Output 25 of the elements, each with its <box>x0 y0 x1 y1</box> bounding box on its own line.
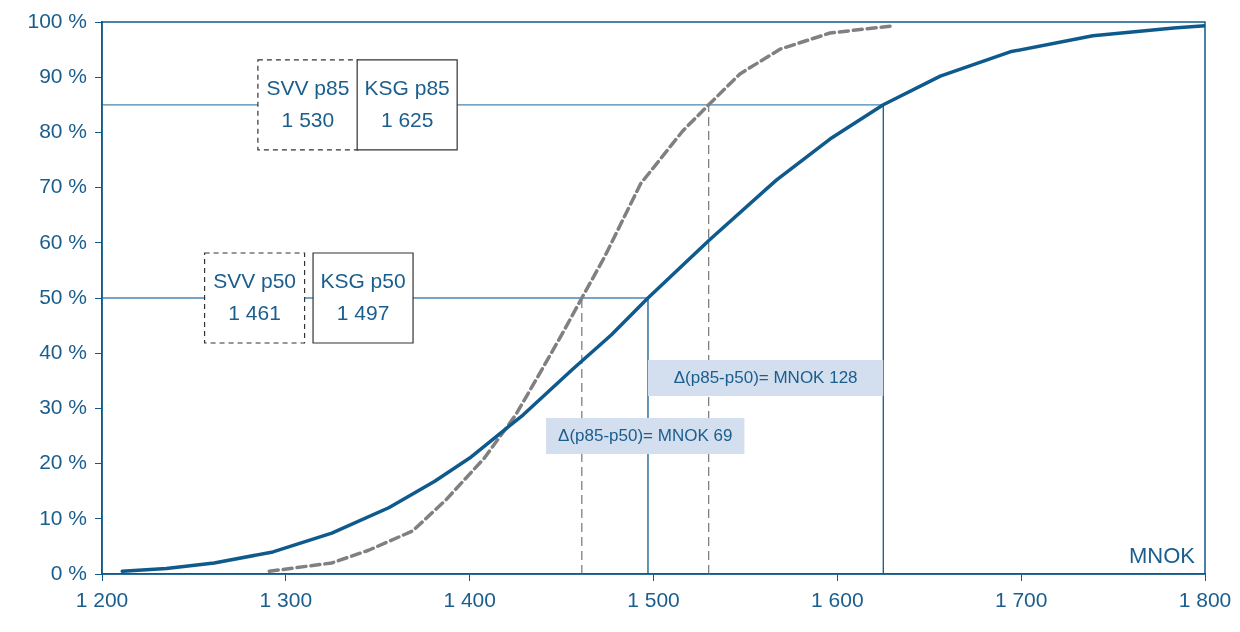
annotation: Δ(p85-p50)= MNOK 128 <box>673 367 858 387</box>
y-tick-label: 60 % <box>39 229 87 253</box>
x-axis-title: MNOK <box>1129 543 1196 569</box>
annotation: Δ(p85-p50)= MNOK 69 <box>558 425 733 445</box>
x-tick-label: 1 600 <box>811 588 864 612</box>
annotation: KSG p50 1 497 <box>320 268 406 324</box>
y-tick-label: 10 % <box>39 505 87 529</box>
y-tick-label: 80 % <box>39 119 87 143</box>
y-tick-label: 100 % <box>27 8 87 32</box>
y-tick-label: 50 % <box>39 284 87 308</box>
y-tick-label: 70 % <box>39 174 87 198</box>
y-tick-label: 40 % <box>39 340 87 363</box>
x-tick-label: 1 700 <box>994 588 1048 612</box>
x-tick-label: 1 400 <box>443 588 496 612</box>
annotation: KSG p85 1 625 <box>364 75 450 131</box>
y-tick-label: 30 % <box>39 395 87 419</box>
x-tick-label: 1 200 <box>75 588 129 612</box>
x-tick-label: 1 300 <box>259 588 313 612</box>
y-tick-label: 20 % <box>39 450 87 474</box>
x-tick-label: 1 800 <box>1178 588 1232 612</box>
annotation: SVV p85 1 530 <box>266 75 350 131</box>
y-tick-label: 90 % <box>39 64 87 87</box>
y-tick-label: 0 % <box>50 560 87 584</box>
annotation: SVV p50 1 461 <box>213 268 297 324</box>
x-tick-label: 1 500 <box>627 588 680 612</box>
